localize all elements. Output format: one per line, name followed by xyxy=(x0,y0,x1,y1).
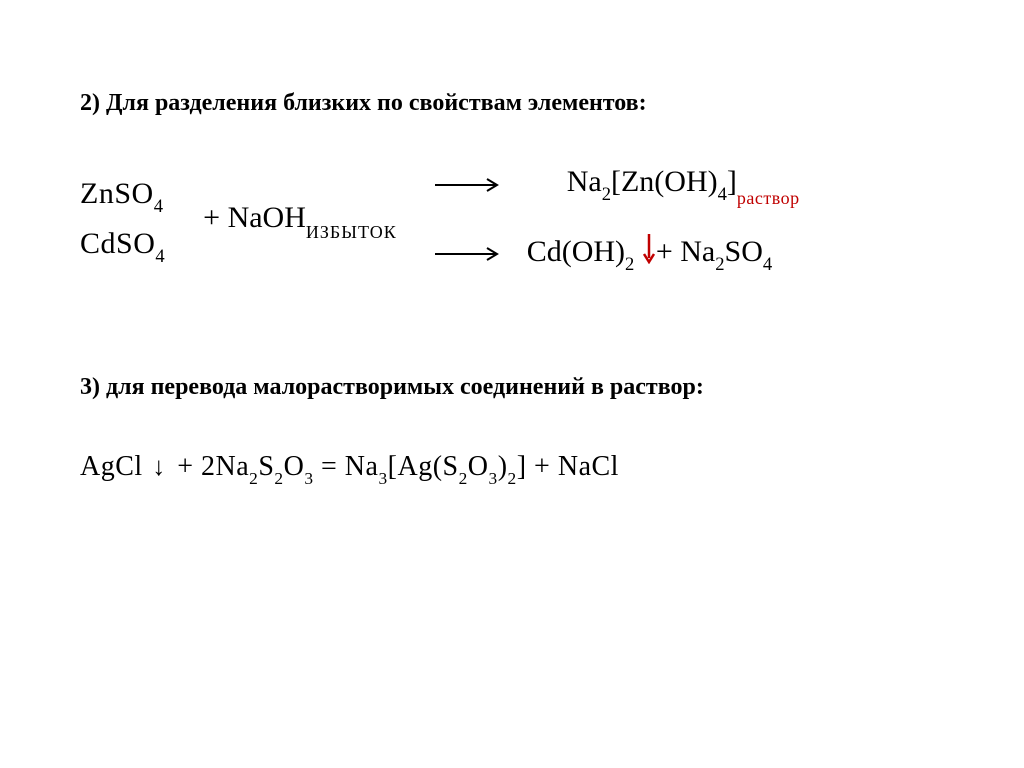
reactants-column: ZnSO4 CdSO4 xyxy=(80,170,165,270)
reagent-naoh: + NaOHИЗБЫТОК xyxy=(203,201,397,239)
p1-s2: 4 xyxy=(718,184,727,205)
p2-plus: + Na xyxy=(656,235,715,268)
down-arrow-icon: ↓ xyxy=(152,452,166,482)
p2-c-sub: 4 xyxy=(763,254,772,275)
eq3-s7: 2 xyxy=(508,469,517,488)
product-na2znoh4: Na2[Zn(OH)4]раствор xyxy=(567,165,800,204)
eq3-s1: 2 xyxy=(249,469,258,488)
excess-label: ИЗБЫТОК xyxy=(306,222,397,242)
product-cdoh2-na2so4: Cd(OH)2 + Na2SO4 xyxy=(527,234,772,274)
precipitate-arrow-icon xyxy=(642,232,656,272)
p1-mid: [Zn(OH) xyxy=(611,165,718,198)
eq3-s2: 2 xyxy=(274,469,283,488)
section-2-heading: 2) Для разделения близких по свойствам э… xyxy=(80,90,964,117)
product-line-2: Cd(OH)2 + Na2SO4 xyxy=(435,234,800,274)
products-column: Na2[Zn(OH)4]раствор Cd(OH)2 xyxy=(435,165,800,274)
arrow-icon xyxy=(435,247,505,261)
eq3-mid4: O xyxy=(468,451,489,482)
p1-s1: 2 xyxy=(602,184,611,205)
reactant1-sub: 4 xyxy=(154,196,164,217)
section-2: 2) Для разделения близких по свойствам э… xyxy=(80,90,964,274)
p2-b: SO xyxy=(725,235,763,268)
eq3-s5: 2 xyxy=(459,469,468,488)
eq3-mid2: O xyxy=(284,451,305,482)
plus-naoh-text: + NaOH xyxy=(203,201,306,234)
section-3-heading: 3) для перевода малорастворимых соединен… xyxy=(80,374,964,401)
reactant1-text: ZnSO xyxy=(80,177,154,210)
eq3-mid3: [Ag(S xyxy=(388,451,459,482)
eq3-s3: 3 xyxy=(304,469,313,488)
eq3-s6: 3 xyxy=(489,469,498,488)
eq3-agcl: AgCl xyxy=(80,451,143,482)
eq3-eq: = Na xyxy=(314,451,379,482)
reactant-znso4: ZnSO4 xyxy=(80,170,165,220)
product-line-1: Na2[Zn(OH)4]раствор xyxy=(435,165,800,204)
p1-pre: Na xyxy=(567,165,602,198)
eq3-s4: 3 xyxy=(378,469,387,488)
p2-a: Cd(OH) xyxy=(527,235,625,268)
reactant-cdso4: CdSO4 xyxy=(80,220,165,270)
eq3-mid1: S xyxy=(258,451,274,482)
p1-end: ] xyxy=(727,165,737,198)
reaction-scheme: ZnSO4 CdSO4 + NaOHИЗБЫТОК Na2[Zn(OH)4]ра… xyxy=(80,165,964,274)
p2-a-sub: 2 xyxy=(625,254,634,275)
solution-label: раствор xyxy=(737,188,800,208)
equation-3: AgCl ↓ + 2Na2S2O3 = Na3[Ag(S2O3)2] + NaC… xyxy=(80,451,964,487)
p2-b-sub: 2 xyxy=(715,254,724,275)
eq3-mid5: ) xyxy=(498,451,508,482)
eq3-plus1: + 2Na xyxy=(170,451,249,482)
reactant2-sub: 4 xyxy=(155,246,165,267)
section-3: 3) для перевода малорастворимых соединен… xyxy=(80,374,964,487)
slide: 2) Для разделения близких по свойствам э… xyxy=(0,0,1024,768)
arrow-icon xyxy=(435,178,505,192)
reactant2-text: CdSO xyxy=(80,227,155,260)
eq3-mid6: ] + NaCl xyxy=(517,451,619,482)
